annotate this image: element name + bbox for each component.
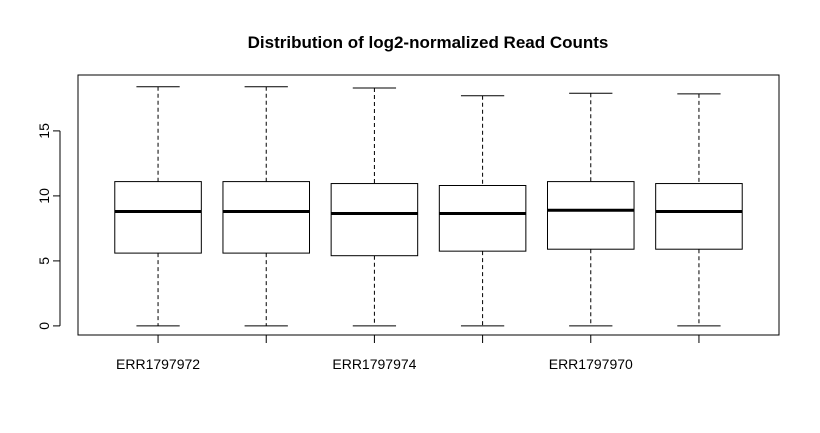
y-tick-label: 5 (36, 257, 52, 265)
box (655, 183, 743, 250)
y-tick-label: 0 (36, 322, 52, 330)
box (222, 181, 311, 254)
y-tick-label: 10 (36, 188, 52, 204)
x-tick-label: ERR1797974 (332, 356, 416, 372)
box (438, 185, 527, 252)
box (546, 181, 635, 250)
x-tick-label: ERR1797970 (549, 356, 633, 372)
chart-title: Distribution of log2-normalized Read Cou… (248, 33, 609, 52)
plot-area: 0 5 10 15 ERR1797972 ERR1797974 ERR1797970 (36, 74, 780, 372)
plot-frame (77, 74, 780, 336)
x-tick-label: ERR1797972 (116, 356, 200, 372)
box (330, 183, 419, 257)
y-tick-label: 15 (36, 123, 52, 139)
box (114, 181, 202, 254)
